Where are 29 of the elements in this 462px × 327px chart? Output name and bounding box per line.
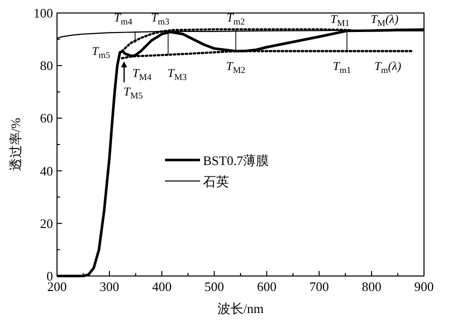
x-tick-label: 800: [362, 279, 382, 294]
x-tick-label: 600: [256, 279, 276, 294]
annotation: T$_{m4}$: [114, 10, 132, 26]
annotation: T$_{M}$(λ): [370, 12, 399, 28]
legend-label: BST0.7薄膜: [203, 153, 270, 168]
x-tick-label: 500: [204, 279, 224, 294]
annotation: T$_{M3}$: [168, 66, 187, 82]
annotation: T$_{m2}$: [226, 10, 245, 26]
y-tick-label: 60: [40, 110, 53, 126]
annotation: T$_{M1}$: [330, 12, 350, 28]
annotation: T$_{m1}$: [332, 59, 352, 76]
y-tick-label: 20: [40, 216, 53, 231]
annotation: T$_{m3}$: [151, 10, 170, 26]
x-tick-label: 400: [152, 279, 172, 294]
annotation: T$_{m5}$: [92, 44, 110, 60]
x-tick-label: 900: [414, 279, 434, 294]
y-axis-title: 透过率/%: [8, 118, 23, 172]
legend-label: 石英: [203, 174, 229, 189]
x-tick-label: 700: [309, 279, 329, 294]
y-tick-label: 100: [34, 6, 53, 20]
annotation: T$_{M2}$: [226, 59, 246, 76]
annotation: T$_{m}$(λ): [374, 59, 402, 76]
y-tick-label: 0: [46, 268, 53, 284]
y-tick-label: 40: [40, 163, 53, 178]
x-tick-label: 300: [100, 279, 120, 294]
annotation: T$_{M5}$: [124, 84, 143, 100]
annotation: T$_{M4}$: [132, 66, 152, 82]
y-tick-label: 80: [40, 58, 53, 74]
x-axis-title: 波长/nm: [217, 301, 264, 316]
